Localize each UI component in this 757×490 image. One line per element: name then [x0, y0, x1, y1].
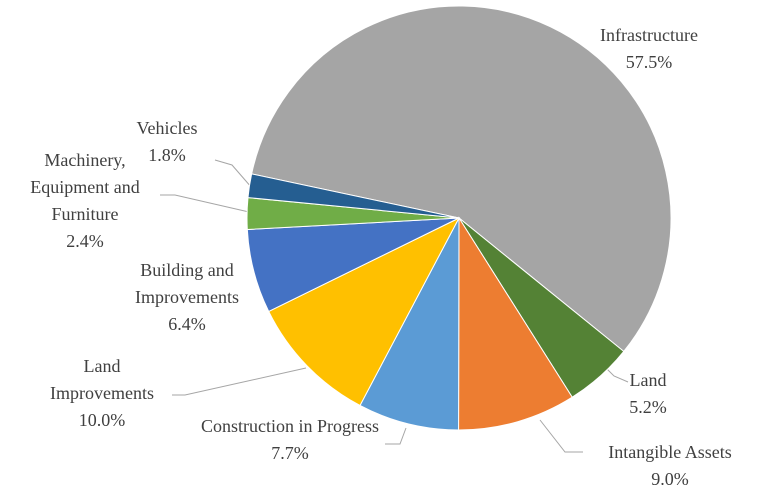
leader-lines [160, 159, 629, 453]
leader-line [539, 419, 583, 453]
value-label: 10.0% [79, 410, 126, 430]
value-label: 6.4% [168, 314, 206, 334]
pie-slice [247, 173, 460, 219]
category-label: Machinery, Equipment and Furniture [30, 150, 139, 224]
leader-line [172, 367, 307, 396]
pie-slice [268, 216, 461, 407]
value-label: 1.8% [148, 145, 186, 165]
leader-line [385, 427, 407, 445]
value-label: 2.4% [66, 231, 104, 251]
value-label: 9.0% [651, 469, 689, 489]
pie-slice [251, 5, 672, 353]
value-label: 5.2% [629, 397, 667, 417]
category-label: Infrastructure [600, 25, 698, 45]
category-label: Intangible Assets [608, 442, 732, 462]
leader-line [160, 194, 250, 213]
value-label: 7.7% [271, 443, 309, 463]
value-label: 57.5% [626, 52, 673, 72]
category-label: Vehicles [137, 118, 198, 138]
category-label: Construction in Progress [201, 416, 379, 436]
pie-slice [359, 217, 460, 431]
category-label: Land Improvements [50, 356, 154, 403]
leader-line [214, 159, 253, 189]
pie-slice [458, 216, 573, 431]
pie [246, 5, 672, 431]
category-label: Building and Improvements [135, 260, 239, 307]
category-label: Land [630, 370, 667, 390]
